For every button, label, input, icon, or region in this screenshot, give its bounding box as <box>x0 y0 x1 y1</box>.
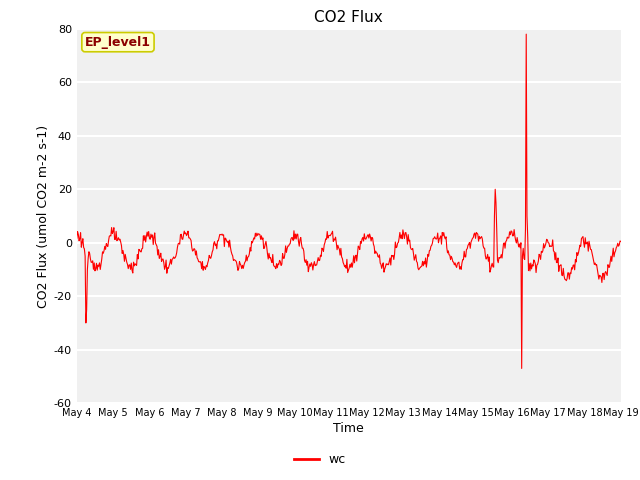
wc <box>431 234 438 240</box>
Title: CO2 Flux: CO2 Flux <box>314 10 383 25</box>
Y-axis label: CO2 Flux (umol CO2 m-2 s-1): CO2 Flux (umol CO2 m-2 s-1) <box>36 124 50 308</box>
wc <box>617 239 625 244</box>
wc <box>415 267 422 273</box>
X-axis label: Time: Time <box>333 422 364 435</box>
wc <box>83 307 90 312</box>
wc <box>223 238 230 244</box>
wc <box>73 235 81 241</box>
wc <box>194 256 202 262</box>
wc <box>139 245 147 251</box>
wc <box>522 31 530 37</box>
Line: wc: wc <box>77 34 621 369</box>
Text: EP_level1: EP_level1 <box>85 36 151 48</box>
wc <box>518 366 525 372</box>
Legend: wc: wc <box>289 448 351 471</box>
